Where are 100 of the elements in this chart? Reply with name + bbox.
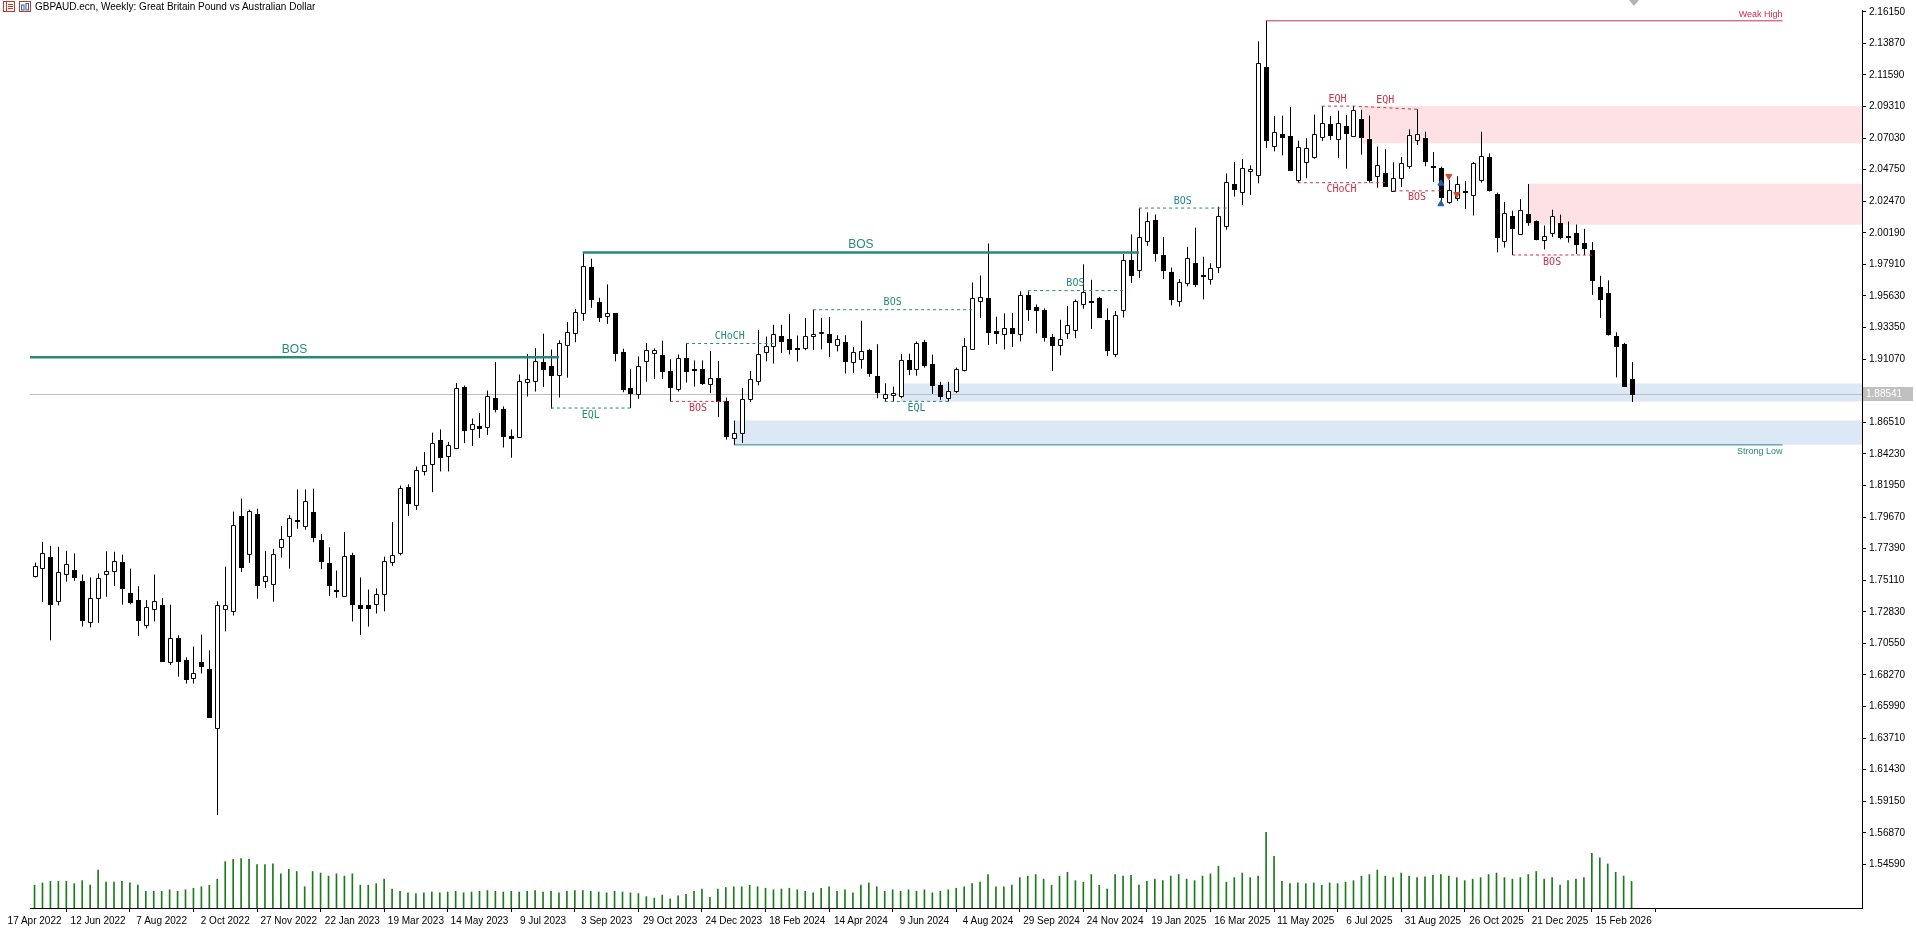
candlestick: [1359, 109, 1364, 156]
y-tick-label: 1.72830: [1869, 605, 1906, 617]
candlestick: [597, 297, 602, 323]
candlestick: [72, 552, 77, 582]
x-tick-label: 19 Jan 2025: [1151, 914, 1207, 926]
x-tick-label: 15 Feb 2026: [1595, 914, 1653, 926]
candlestick: [930, 354, 935, 395]
candlestick: [938, 381, 943, 401]
candlestick: [509, 428, 514, 459]
candlestick: [1010, 312, 1015, 348]
x-tick-label: 11 May 2025: [1277, 914, 1335, 926]
candlestick: [1280, 115, 1285, 156]
candlestick: [827, 316, 832, 358]
candlestick: [406, 483, 411, 517]
candlestick: [1566, 220, 1571, 244]
candlestick: [1026, 290, 1031, 322]
series-label: Weak High: [1738, 8, 1783, 19]
series-label: BOS: [688, 401, 708, 413]
candlestick: [922, 339, 927, 369]
candlestick: [176, 634, 181, 678]
x-tick-label: 14 May 2023: [450, 914, 509, 926]
y-tick-label: 1.97910: [1869, 258, 1906, 270]
x-tick-label: 4 Aug 2024: [962, 914, 1014, 926]
x-tick-label: 29 Sep 2024: [1023, 914, 1081, 926]
candlestick: [1328, 115, 1333, 141]
text: EQH: [1328, 92, 1347, 104]
y-tick-label: 1.77390: [1869, 542, 1906, 554]
candlestick: [1161, 236, 1166, 280]
ref-line-label: 1.88541: [1866, 388, 1903, 400]
series-label: BOS: [1173, 194, 1192, 206]
y-tick-label: 2.11590: [1869, 68, 1905, 80]
x-tick-label: 29 Oct 2023: [642, 914, 698, 926]
x-tick-label: 31 Aug 2025: [1404, 914, 1462, 926]
x-tick-label: 14 Apr 2024: [833, 914, 889, 926]
candlestick: [1344, 114, 1349, 170]
series-label: EQL: [907, 401, 926, 413]
y-tick-label: 1.56870: [1869, 826, 1906, 838]
x-tick-label: 24 Nov 2024: [1086, 914, 1144, 926]
series-label: CHoCH: [1326, 183, 1357, 195]
x-tick-label: 2 Oct 2022: [200, 914, 251, 926]
candlestick: [1089, 279, 1094, 330]
y-tick-label: 2.16150: [1869, 5, 1906, 17]
series-label: BOS: [1543, 255, 1562, 267]
candlestick: [1232, 161, 1237, 198]
y-tick-label: 2.09310: [1869, 100, 1906, 112]
series-label: EQH: [1376, 94, 1395, 106]
y-tick-label: 1.54590: [1869, 858, 1906, 870]
candlestick: [716, 360, 721, 418]
candlestick: [366, 589, 371, 628]
series-label: CHoCH: [714, 330, 745, 342]
y-tick-label: 1.70550: [1869, 637, 1906, 649]
y-tick-label: 1.65990: [1869, 700, 1906, 712]
series-label: EQL: [581, 408, 600, 420]
candlestick: [867, 348, 872, 378]
candlestick: [493, 361, 498, 413]
y-tick-label: 1.93350: [1869, 321, 1906, 333]
candlestick: [1050, 333, 1055, 372]
candlestick: [549, 348, 554, 410]
y-tick-label: 2.07030: [1869, 131, 1906, 143]
x-tick-label: 27 Nov 2022: [260, 914, 318, 926]
chart-title: GBPAUD.ecn, Weekly: Great Britain Pound vs Australian Dollar: [35, 1, 316, 12]
candlestick: [438, 428, 443, 472]
candlestick: [1034, 303, 1039, 334]
candlestick: [700, 359, 705, 386]
series-label: BOS: [848, 236, 874, 251]
x-tick-label: 17 Apr 2022: [7, 914, 62, 926]
candlestick: [319, 533, 324, 570]
x-tick-label: 16 Mar 2025: [1214, 914, 1271, 926]
candlestick: [1582, 228, 1587, 256]
candlestick: [327, 546, 332, 597]
candlestick: [1423, 131, 1428, 167]
series-label: BOS: [281, 341, 308, 356]
candlestick: [779, 324, 784, 354]
candlestick: [1630, 361, 1635, 403]
candlestick: [1558, 214, 1563, 240]
candlestick: [907, 353, 912, 376]
y-tick-label: 1.75110: [1869, 573, 1905, 585]
y-tick-label: 2.04750: [1869, 163, 1906, 175]
candlestick: [184, 656, 189, 685]
y-tick-label: 1.59150: [1869, 794, 1906, 806]
candlestick: [1526, 183, 1531, 227]
series-label: Strong Low: [1737, 445, 1784, 456]
x-tick-label: 19 Mar 2023: [387, 914, 445, 926]
y-tick-label: 2.00190: [1869, 226, 1906, 238]
candlestick: [843, 334, 848, 375]
candlestick: [1574, 224, 1579, 255]
candlestick: [787, 313, 792, 355]
x-tick-label: 21 Dec 2025: [1531, 914, 1589, 926]
candlestick: [1431, 151, 1436, 183]
candlestick: [1383, 148, 1388, 188]
candlestick: [128, 568, 133, 605]
x-tick-label: 18 Feb 2024: [769, 914, 826, 926]
candlestick: [1193, 227, 1198, 288]
y-tick-label: 2.02470: [1869, 195, 1906, 207]
candlestick: [660, 340, 665, 380]
candlestick: [477, 412, 482, 439]
candlestick: [295, 489, 300, 530]
candlestick: [334, 569, 339, 599]
y-tick-label: 1.86510: [1869, 416, 1906, 428]
x-tick-label: 7 Aug 2022: [136, 914, 188, 926]
